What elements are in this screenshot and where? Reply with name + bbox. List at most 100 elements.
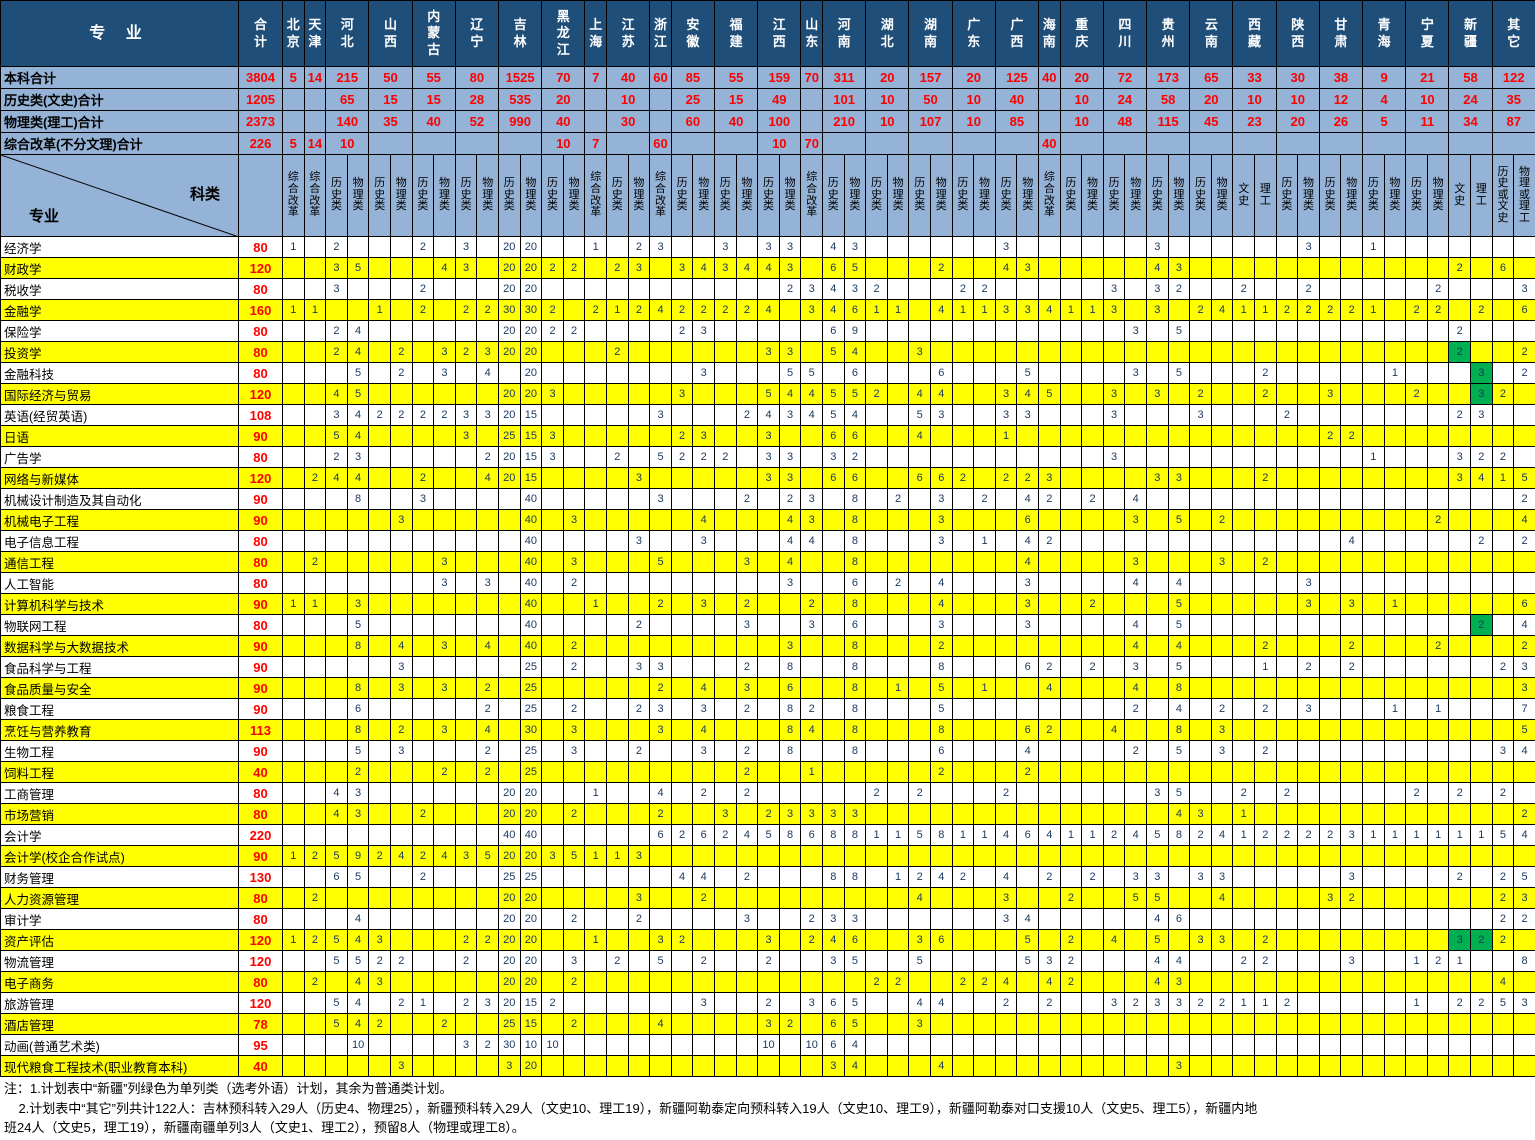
- category-header: 物 理 类: [779, 155, 801, 237]
- plan-cell: [1341, 1035, 1363, 1056]
- plan-cell: [1341, 342, 1363, 363]
- plan-cell: 3: [758, 237, 780, 258]
- summary-value: 40: [412, 111, 455, 133]
- plan-cell: 2: [952, 972, 974, 993]
- plan-cell: 4: [693, 720, 715, 741]
- plan-cell: 5: [931, 678, 953, 699]
- plan-cell: 6: [844, 573, 866, 594]
- plan-cell: [1406, 363, 1428, 384]
- plan-cell: [477, 426, 499, 447]
- plan-cell: [715, 783, 737, 804]
- plan-cell: [1514, 783, 1535, 804]
- plan-cell: [671, 510, 693, 531]
- plan-cell: [974, 1056, 996, 1077]
- plan-cell: [304, 258, 326, 279]
- plan-cell: 2: [995, 783, 1017, 804]
- plan-cell: [671, 888, 693, 909]
- plan-cell: [1341, 804, 1363, 825]
- summary-value: 45: [1190, 111, 1233, 133]
- plan-cell: [1406, 741, 1428, 762]
- plan-cell: [1384, 447, 1406, 468]
- plan-cell: [1233, 930, 1255, 951]
- category-header: 历 史 类: [995, 155, 1017, 237]
- plan-cell: 4: [758, 258, 780, 279]
- plan-cell: [1190, 489, 1212, 510]
- summary-value: 10: [326, 133, 369, 155]
- plan-cell: 5: [347, 258, 369, 279]
- summary-value: 5: [283, 133, 305, 155]
- plan-cell: [1449, 720, 1471, 741]
- plan-cell: [779, 993, 801, 1014]
- plan-cell: [1168, 447, 1190, 468]
- plan-cell: 3: [1168, 1056, 1190, 1077]
- plan-cell: [304, 678, 326, 699]
- plan-cell: 2: [1298, 657, 1320, 678]
- plan-cell: 2: [1276, 300, 1298, 321]
- plan-cell: 5: [477, 846, 499, 867]
- plan-cell: [1406, 1056, 1428, 1077]
- plan-cell: [650, 993, 672, 1014]
- plan-cell: [1298, 783, 1320, 804]
- plan-cell: [801, 426, 823, 447]
- plan-cell: 2: [628, 300, 650, 321]
- plan-cell: [801, 342, 823, 363]
- plan-cell: [347, 552, 369, 573]
- summary-value: 140: [326, 111, 369, 133]
- plan-cell: [1082, 363, 1104, 384]
- plan-cell: 3: [563, 951, 585, 972]
- plan-cell: [455, 678, 477, 699]
- plan-cell: 3: [931, 489, 953, 510]
- plan-cell: [1492, 594, 1514, 615]
- plan-cell: 5: [1017, 951, 1039, 972]
- plan-cell: [477, 804, 499, 825]
- plan-cell: [693, 615, 715, 636]
- plan-cell: 4: [801, 405, 823, 426]
- plan-cell: [542, 405, 564, 426]
- plan-cell: 2: [693, 300, 715, 321]
- plan-cell: [434, 447, 456, 468]
- major-total: 120: [239, 384, 283, 405]
- plan-cell: [671, 363, 693, 384]
- plan-cell: 4: [693, 510, 715, 531]
- plan-cell: [1017, 846, 1039, 867]
- plan-cell: 8: [1168, 720, 1190, 741]
- plan-cell: [1427, 552, 1449, 573]
- plan-cell: [369, 699, 391, 720]
- plan-cell: [563, 447, 585, 468]
- plan-cell: 3: [347, 594, 369, 615]
- plan-cell: [909, 678, 931, 699]
- plan-cell: [455, 1056, 477, 1077]
- plan-cell: [369, 363, 391, 384]
- plan-cell: [866, 699, 888, 720]
- plan-cell: 2: [671, 300, 693, 321]
- plan-cell: [390, 888, 412, 909]
- plan-cell: [1449, 804, 1471, 825]
- plan-cell: [736, 363, 758, 384]
- plan-cell: 3: [1125, 363, 1147, 384]
- summary-value: 85: [995, 111, 1038, 133]
- plan-cell: [585, 321, 607, 342]
- plan-cell: [909, 909, 931, 930]
- plan-cell: 3: [801, 510, 823, 531]
- plan-cell: 4: [347, 1014, 369, 1035]
- plan-cell: 4: [477, 363, 499, 384]
- plan-cell: [1319, 993, 1341, 1014]
- summary-value: 40: [995, 89, 1038, 111]
- plan-cell: 4: [844, 405, 866, 426]
- plan-cell: [1363, 720, 1385, 741]
- major-name: 人工智能: [1, 573, 239, 594]
- plan-cell: 2: [455, 342, 477, 363]
- plan-cell: [1190, 237, 1212, 258]
- plan-cell: 3: [931, 405, 953, 426]
- plan-cell: [866, 237, 888, 258]
- major-total: 90: [239, 741, 283, 762]
- plan-cell: [952, 888, 974, 909]
- plan-cell: [1471, 636, 1493, 657]
- plan-cell: [952, 258, 974, 279]
- category-header: 历 史 类: [369, 155, 391, 237]
- plan-cell: [412, 678, 434, 699]
